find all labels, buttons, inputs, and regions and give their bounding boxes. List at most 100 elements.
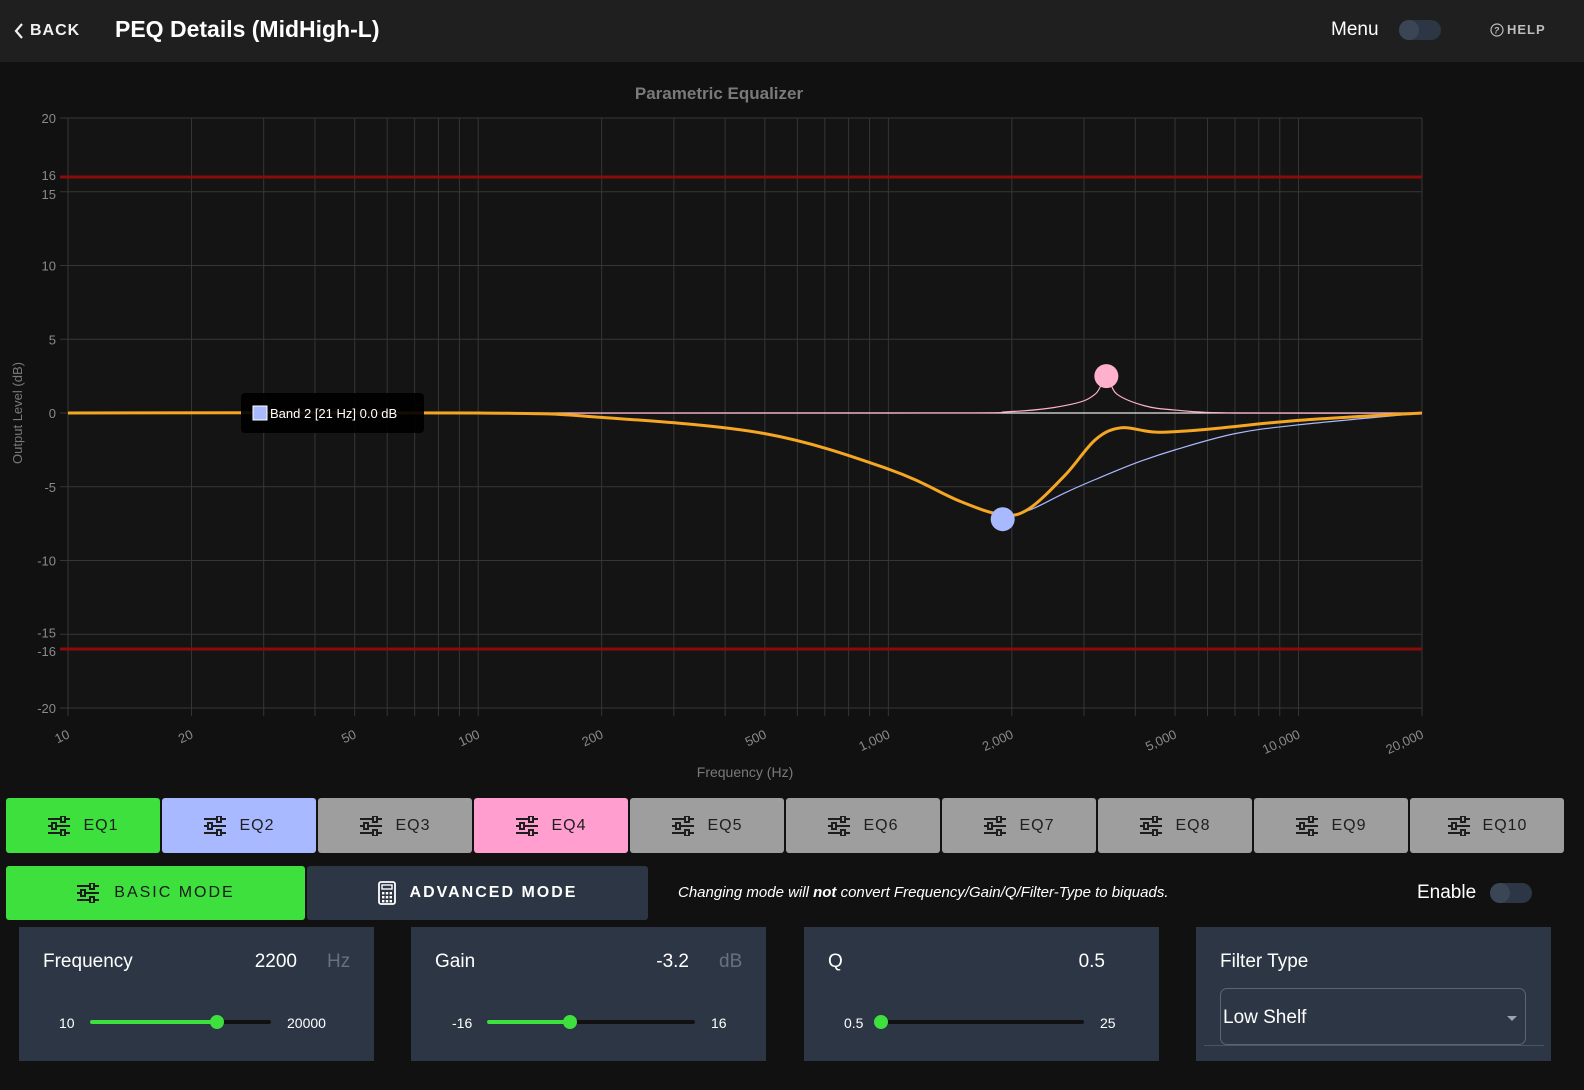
back-button[interactable]: BACK: [14, 18, 80, 44]
menu-label: Menu: [1331, 19, 1379, 40]
tab-label: EQ4: [551, 816, 587, 834]
x-tick-label: 20,000: [1383, 727, 1425, 757]
x-tick-label: 2,000: [980, 727, 1016, 754]
y-tick-label: 5: [49, 332, 56, 347]
frequency-min: 10: [59, 1015, 75, 1031]
sliders-icon: [204, 815, 227, 836]
gain-slider[interactable]: [487, 1015, 695, 1029]
page-title: PEQ Details (MidHigh-L): [115, 16, 380, 42]
frequency-value[interactable]: 2200: [254, 951, 297, 972]
slider-fill: [487, 1020, 571, 1024]
filter-type-label: Filter Type: [1220, 951, 1309, 972]
eq-chart[interactable]: 20 16 15 10 5 0 -5 -10 -15 -16 -20 10 20 50 100 200 500 1…: [0, 62, 1584, 788]
tab-eq1[interactable]: EQ1: [6, 798, 160, 853]
basic-mode-label: BASIC MODE: [114, 884, 235, 901]
tab-label: EQ9: [1331, 816, 1367, 834]
tooltip-swatch: [252, 405, 268, 421]
sliders-icon: [516, 815, 539, 836]
q-slider[interactable]: [874, 1015, 1084, 1029]
enable-toggle[interactable]: [1490, 883, 1532, 903]
chevron-left-icon: [14, 23, 23, 39]
sliders-icon: [828, 815, 851, 836]
y-tick-label: -16: [37, 644, 56, 659]
eq-band-tabs: EQ1 EQ2 EQ3 EQ4 EQ5 EQ6 EQ7 EQ8 EQ9 EQ10: [6, 798, 1564, 853]
calculator-icon: [377, 881, 396, 905]
slider-thumb[interactable]: [563, 1015, 578, 1029]
frequency-unit: Hz: [327, 951, 351, 972]
frequency-label: Frequency: [43, 951, 133, 972]
x-tick-label: 10,000: [1260, 727, 1302, 757]
sliders-icon: [360, 815, 383, 836]
enable-label: Enable: [1417, 882, 1477, 903]
x-tick-label: 5,000: [1143, 727, 1179, 754]
help-button[interactable]: ? HELP: [1490, 22, 1546, 37]
help-label: HELP: [1507, 22, 1546, 37]
gain-card: Gain -3.2 dB -16 16: [411, 927, 766, 1061]
tab-label: EQ7: [1019, 816, 1055, 834]
select-underline: [1204, 1045, 1544, 1046]
band-handle-eq4: [1094, 364, 1119, 389]
frequency-max: 20000: [287, 1015, 326, 1031]
tab-label: EQ1: [83, 816, 119, 834]
y-tick-label: -10: [37, 554, 56, 569]
menu-toggle[interactable]: [1399, 20, 1441, 40]
help-icon: ?: [1490, 22, 1504, 37]
filter-type-value: Low Shelf: [1223, 1007, 1307, 1028]
svg-text:?: ?: [1494, 25, 1501, 35]
sliders-icon: [48, 815, 71, 836]
tab-eq9[interactable]: EQ9: [1254, 798, 1408, 853]
tab-eq5[interactable]: EQ5: [630, 798, 784, 853]
gain-value[interactable]: -3.2: [656, 951, 689, 972]
tab-eq3[interactable]: EQ3: [318, 798, 472, 853]
y-tick-label: 0: [49, 406, 56, 421]
x-axis-label: Frequency (Hz): [697, 764, 793, 780]
gain-min: -16: [452, 1015, 473, 1031]
q-max: 25: [1100, 1015, 1116, 1031]
tab-label: EQ2: [239, 816, 275, 834]
sliders-icon: [1447, 815, 1470, 836]
basic-mode-button[interactable]: BASIC MODE: [6, 866, 305, 920]
band-handle-eq2: [990, 507, 1015, 532]
x-tick-label: 10: [52, 727, 71, 747]
sliders-icon: [77, 883, 100, 903]
sliders-icon: [672, 815, 695, 836]
advanced-mode-button[interactable]: ADVANCED MODE: [307, 866, 648, 920]
toggle-knob: [1490, 883, 1510, 903]
slider-fill: [90, 1020, 217, 1024]
x-tick-label: 100: [456, 727, 482, 750]
x-tick-label: 500: [743, 727, 769, 750]
tab-eq10[interactable]: EQ10: [1410, 798, 1564, 853]
slider-thumb[interactable]: [874, 1015, 888, 1029]
frequency-slider[interactable]: [90, 1015, 271, 1029]
q-value[interactable]: 0.5: [1078, 951, 1105, 972]
sliders-icon: [984, 815, 1007, 836]
tab-eq2[interactable]: EQ2: [162, 798, 316, 853]
tab-label: EQ5: [707, 816, 743, 834]
y-tick-label: 10: [42, 259, 56, 274]
filter-type-select[interactable]: Low Shelf: [1220, 988, 1526, 1045]
y-tick-label: -5: [44, 480, 56, 495]
gain-unit: dB: [719, 951, 743, 972]
caret-down-icon: [1507, 1016, 1517, 1021]
chart-tooltip: [241, 393, 424, 433]
note-bold: not: [813, 884, 837, 901]
tab-eq8[interactable]: EQ8: [1098, 798, 1252, 853]
q-label: Q: [828, 951, 843, 972]
tab-eq6[interactable]: EQ6: [786, 798, 940, 853]
tab-eq7[interactable]: EQ7: [942, 798, 1096, 853]
y-tick-label: -20: [37, 701, 56, 716]
x-tick-label: 1,000: [856, 727, 892, 754]
slider-thumb[interactable]: [209, 1015, 224, 1029]
filter-type-card: Filter Type Low Shelf: [1196, 927, 1551, 1061]
y-tick-label: -15: [37, 625, 56, 640]
tab-eq4[interactable]: EQ4: [474, 798, 628, 853]
toggle-knob: [1399, 20, 1419, 40]
advanced-mode-label: ADVANCED MODE: [409, 884, 578, 901]
sliders-icon: [1296, 815, 1319, 836]
y-tick-label: 16: [42, 168, 56, 183]
series-line-2: [67, 375, 1423, 414]
tooltip-text: Band 2 [21 Hz] 0.0 dB: [270, 406, 397, 421]
tab-label: EQ3: [395, 816, 431, 834]
frequency-card: Frequency 2200 Hz 10 20000: [19, 927, 374, 1061]
